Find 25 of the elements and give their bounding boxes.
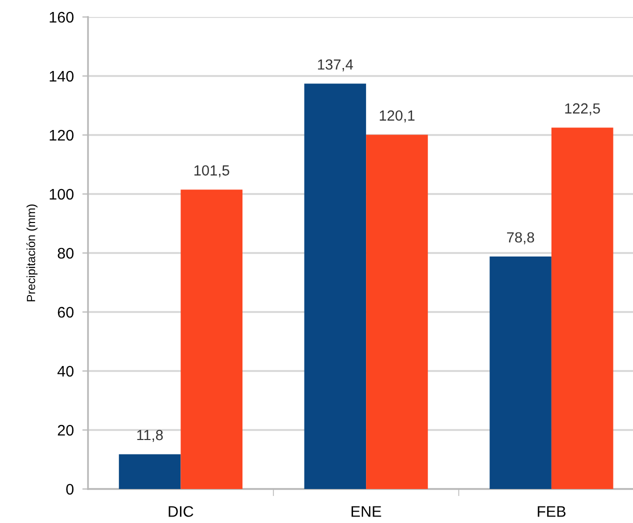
- y-tick-label: 20: [58, 424, 74, 436]
- x-tick-label: DIC: [168, 506, 194, 517]
- y-axis-title: Precipitación (mm): [26, 204, 38, 302]
- bar: [490, 256, 552, 489]
- y-tick-label: 100: [50, 188, 74, 200]
- y-tick-label: 40: [57, 366, 74, 377]
- bar: [118, 454, 181, 489]
- bar: [180, 190, 242, 489]
- y-tick-label: 120: [50, 130, 74, 141]
- y-tick-label: 160: [50, 12, 74, 23]
- bar: [551, 128, 614, 489]
- bar: [366, 134, 428, 489]
- x-tick-label: FEB: [538, 506, 566, 517]
- data-label: 120,1: [380, 110, 414, 122]
- bar: [304, 84, 366, 489]
- y-tick-label: 60: [58, 306, 74, 318]
- data-label: 101,5: [194, 165, 230, 178]
- data-label: 122,5: [565, 103, 600, 116]
- data-label: 137,4: [318, 59, 353, 72]
- y-tick-label: 0: [66, 484, 74, 495]
- data-label: 78,8: [507, 232, 534, 244]
- y-tick-label: 140: [50, 70, 74, 82]
- y-tick-label: 80: [58, 248, 74, 259]
- x-tick-label: ENE: [352, 506, 382, 517]
- data-label: 11,8: [137, 430, 163, 442]
